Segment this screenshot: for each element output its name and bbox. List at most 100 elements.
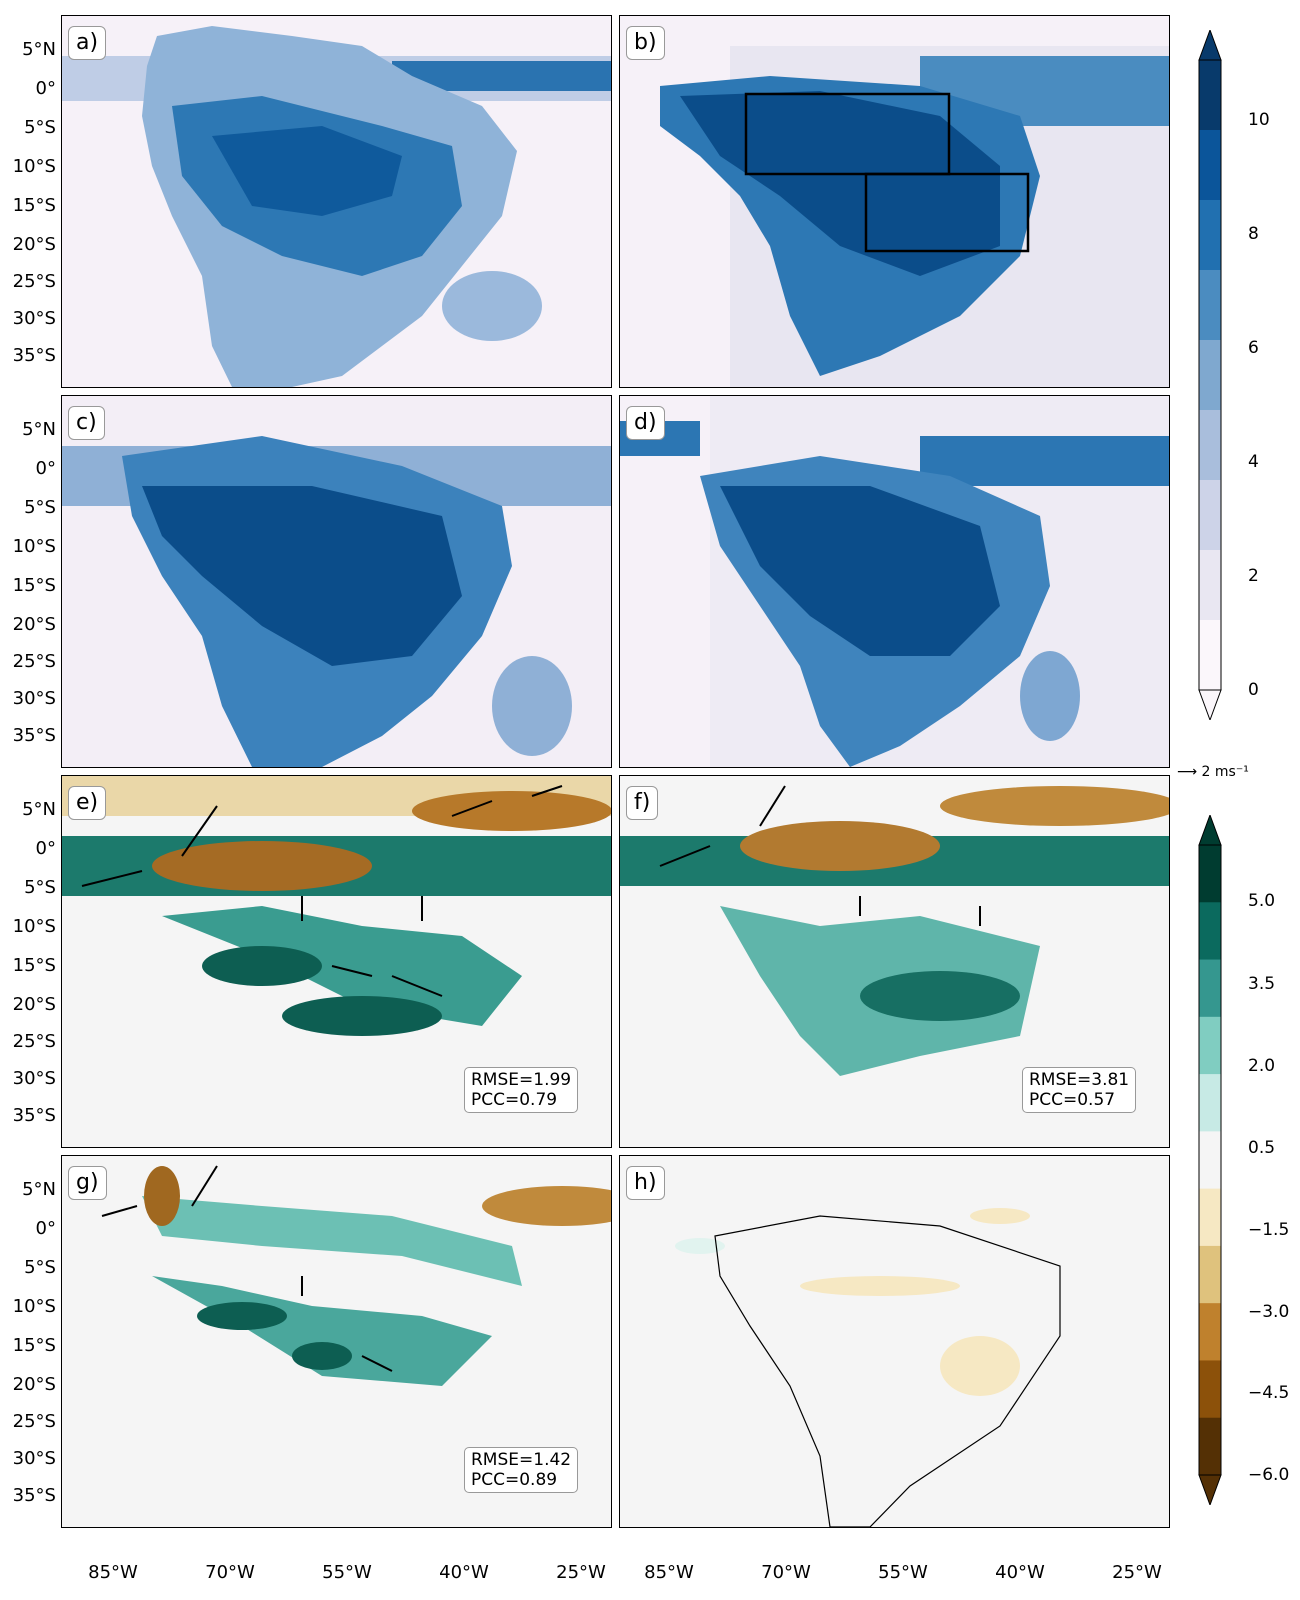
colorbar-band [1199,340,1221,411]
lat-label: 5°N [22,39,56,60]
panel-label: h) [626,1166,665,1200]
colorbar-tick: 0.5 [1248,1138,1276,1158]
rmse-value: RMSE=3.81 [1029,1070,1130,1090]
lat-label: 0° [35,838,56,859]
stats-box: RMSE=3.81 PCC=0.57 [1022,1067,1137,1113]
lat-label: 5°N [22,799,56,820]
vector-reference: ⟶ 2 ms⁻¹ [1177,764,1249,780]
vector-reference-label: 2 ms⁻¹ [1201,764,1249,780]
lon-label: 70°W [205,1562,255,1583]
wind-vectors [81,785,563,997]
colorbar-band [1199,1303,1221,1361]
lat-label: 20°S [12,614,56,635]
lat-label: 5°N [22,1179,56,1200]
wind-vectors [659,785,981,926]
colorbar-band [1199,270,1221,341]
panel-h: h) [619,1155,1170,1528]
colorbar-band [1199,1016,1221,1075]
panel-label: b) [626,26,665,60]
colorbar-band [1199,1360,1221,1419]
colorbar-tick: −3.0 [1248,1302,1290,1322]
colorbar-band [1199,550,1221,621]
colorbar-band [1199,410,1221,481]
lat-label: 25°S [12,271,56,292]
lat-label: 5°N [22,419,56,440]
lat-label: 10°S [12,1296,56,1317]
panel-label: g) [68,1166,107,1200]
lat-label: 10°S [12,536,56,557]
colorbar-tick: −1.5 [1248,1220,1290,1240]
colorbar-top [1198,30,1222,720]
lat-label: 0° [35,1218,56,1239]
lon-label: 85°W [88,1562,138,1583]
lon-label: 40°W [995,1562,1045,1583]
colorbar-band [1199,1417,1221,1476]
lat-label: 30°S [12,308,56,329]
lat-label: 30°S [12,688,56,709]
panel-a: a) [61,15,612,388]
lat-label: 35°S [12,345,56,366]
colorbar-band [1199,1245,1221,1304]
map-b [620,16,1169,387]
map-e [62,776,611,1147]
lat-label: 5°S [24,1257,56,1278]
stats-box: RMSE=1.42 PCC=0.89 [464,1447,579,1493]
panel-b: b) [619,15,1170,388]
colorbar-tick: −4.5 [1248,1383,1290,1403]
colorbar-band [1199,620,1221,691]
lat-label: 30°S [12,1068,56,1089]
arrow-right-icon: ⟶ [1177,764,1198,780]
colorbar-band [1199,1074,1221,1132]
region-box-north [744,92,951,176]
lat-label: 20°S [12,994,56,1015]
wind-vectors [101,1165,393,1372]
lat-label: 25°S [12,651,56,672]
lat-label: 15°S [12,195,56,216]
map-d [620,396,1169,767]
lat-label: 15°S [12,575,56,596]
lat-label: 25°S [12,1411,56,1432]
map-c [62,396,611,767]
panel-c: c) [61,395,612,768]
colorbar-tick: 8 [1248,224,1259,244]
panel-e: e) RMSE=1.99 PCC=0.79 [61,775,612,1148]
panel-f: f) RMSE=3.81 PCC=0.57 [619,775,1170,1148]
panel-label: a) [68,26,107,60]
lat-label: 15°S [12,1335,56,1356]
panel-label: c) [68,406,105,440]
lat-label: 35°S [12,725,56,746]
lon-label: 40°W [439,1562,489,1583]
colorbar-band [1199,845,1221,903]
lat-label: 0° [35,78,56,99]
colorbar-tick: −6.0 [1248,1465,1290,1485]
colorbar-band [1199,480,1221,551]
colorbar-band [1199,60,1221,131]
lon-label: 70°W [761,1562,811,1583]
panel-d: d) [619,395,1170,768]
colorbar-band [1199,1131,1221,1190]
colorbar-tick: 0 [1248,680,1259,700]
lat-label: 0° [35,458,56,479]
lat-label: 10°S [12,916,56,937]
panel-label: f) [626,786,659,820]
colorbar-band [1199,200,1221,271]
map-h [620,1156,1169,1527]
lat-label: 20°S [12,234,56,255]
colorbar-band [1199,959,1221,1018]
colorbar-band [1199,130,1221,201]
rmse-value: RMSE=1.99 [471,1070,572,1090]
lat-label: 35°S [12,1105,56,1126]
lon-label: 25°W [556,1562,606,1583]
colorbar-tick: 5.0 [1248,891,1276,911]
lat-label: 5°S [24,877,56,898]
colorbar-tick: 2 [1248,566,1259,586]
pcc-value: PCC=0.57 [1029,1090,1116,1110]
lat-label: 5°S [24,497,56,518]
lat-label: 20°S [12,1374,56,1395]
pcc-value: PCC=0.89 [471,1470,558,1490]
panel-label: e) [68,786,107,820]
colorbar-band [1199,902,1221,961]
colorbar-tick: 10 [1248,110,1270,130]
stats-box: RMSE=1.99 PCC=0.79 [464,1067,579,1113]
colorbar-tick: 3.5 [1248,974,1276,994]
